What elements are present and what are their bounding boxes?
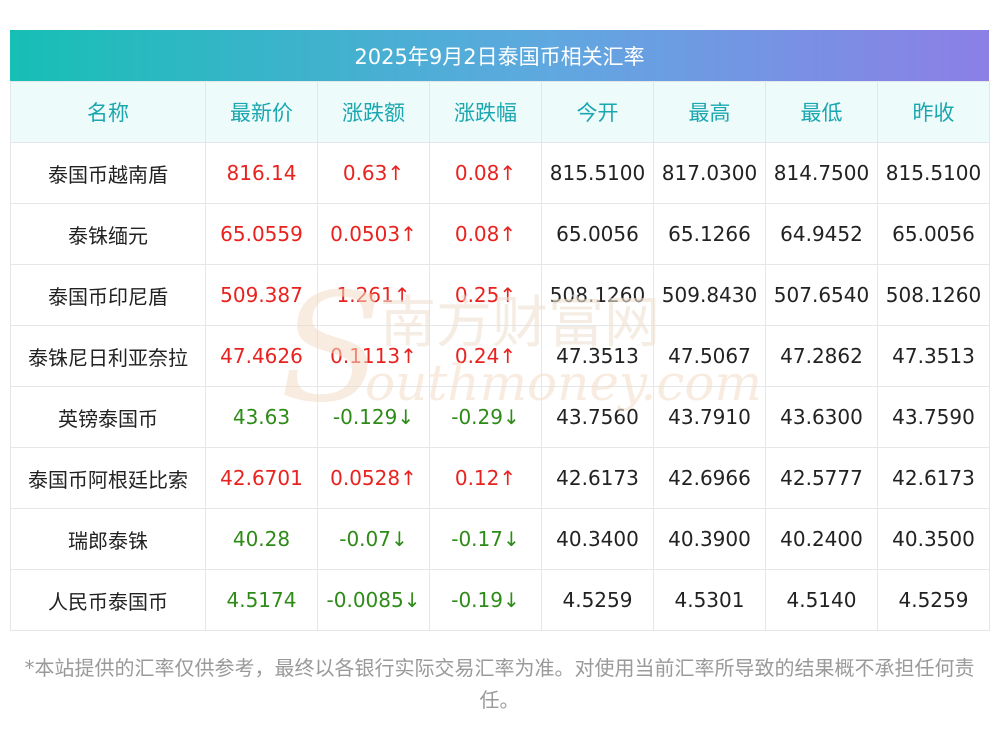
column-header-high: 最高 [653, 81, 766, 143]
cell-change: -0.129↓ [317, 386, 430, 448]
cell-low: 814.7500 [765, 142, 878, 204]
cell-open: 65.0056 [541, 203, 654, 265]
cell-pct: -0.19↓ [429, 569, 542, 631]
column-header-low: 最低 [765, 81, 878, 143]
cell-latest: 47.4626 [205, 325, 318, 387]
cell-low: 47.2862 [765, 325, 878, 387]
cell-high: 509.8430 [653, 264, 766, 326]
table-row: 泰铢尼日利亚奈拉 47.4626 0.1113↑ 0.24↑ 47.3513 47.506… [10, 325, 990, 387]
cell-name: 瑞郎泰铢 [10, 508, 206, 570]
cell-prev: 43.7590 [877, 386, 990, 448]
cell-prev: 65.0056 [877, 203, 990, 265]
cell-latest: 40.28 [205, 508, 318, 570]
cell-name: 泰铢缅元 [10, 203, 206, 265]
cell-pct: 0.25↑ [429, 264, 542, 326]
column-header-open: 今开 [541, 81, 654, 143]
cell-open: 815.5100 [541, 142, 654, 204]
cell-name: 人民币泰国币 [10, 569, 206, 631]
cell-latest: 509.387 [205, 264, 318, 326]
cell-change: -0.07↓ [317, 508, 430, 570]
table-row: 人民币泰国币 4.5174 -0.0085↓ -0.19↓ 4.5259 4.5301 4.… [10, 569, 990, 631]
cell-prev: 4.5259 [877, 569, 990, 631]
cell-prev: 815.5100 [877, 142, 990, 204]
cell-low: 43.6300 [765, 386, 878, 448]
column-header-name: 名称 [10, 81, 206, 143]
cell-name: 泰国币阿根廷比索 [10, 447, 206, 509]
cell-low: 4.5140 [765, 569, 878, 631]
table-row: 泰国币印尼盾 509.387 1.261↑ 0.25↑ 508.1260 509.8430… [10, 264, 990, 326]
cell-change: 1.261↑ [317, 264, 430, 326]
table-row: 泰国币阿根廷比索 42.6701 0.0528↑ 0.12↑ 42.6173 42.696… [10, 447, 990, 509]
cell-prev: 42.6173 [877, 447, 990, 509]
cell-high: 47.5067 [653, 325, 766, 387]
cell-change: 0.0528↑ [317, 447, 430, 509]
rate-table-container: 2025年9月2日泰国币相关汇率 名称 最新价 涨跌额 涨跌幅 今开 最高 最低… [10, 30, 990, 631]
cell-latest: 4.5174 [205, 569, 318, 631]
column-header-prev: 昨收 [877, 81, 990, 143]
cell-pct: 0.12↑ [429, 447, 542, 509]
column-header-change: 涨跌额 [317, 81, 430, 143]
cell-high: 4.5301 [653, 569, 766, 631]
cell-low: 40.2400 [765, 508, 878, 570]
cell-open: 42.6173 [541, 447, 654, 509]
cell-prev: 40.3500 [877, 508, 990, 570]
cell-change: -0.0085↓ [317, 569, 430, 631]
cell-latest: 43.63 [205, 386, 318, 448]
cell-name: 泰国币印尼盾 [10, 264, 206, 326]
cell-open: 40.3400 [541, 508, 654, 570]
cell-high: 43.7910 [653, 386, 766, 448]
cell-latest: 42.6701 [205, 447, 318, 509]
cell-pct: 0.08↑ [429, 203, 542, 265]
column-header-pct: 涨跌幅 [429, 81, 542, 143]
cell-open: 47.3513 [541, 325, 654, 387]
cell-pct: -0.17↓ [429, 508, 542, 570]
cell-high: 42.6966 [653, 447, 766, 509]
cell-pct: -0.29↓ [429, 386, 542, 448]
cell-pct: 0.24↑ [429, 325, 542, 387]
table-row: 泰国币越南盾 816.14 0.63↑ 0.08↑ 815.5100 817.0300 81… [10, 142, 990, 204]
cell-name: 泰国币越南盾 [10, 142, 206, 204]
cell-prev: 47.3513 [877, 325, 990, 387]
cell-high: 65.1266 [653, 203, 766, 265]
cell-latest: 816.14 [205, 142, 318, 204]
table-title: 2025年9月2日泰国币相关汇率 [10, 30, 989, 81]
cell-low: 42.5777 [765, 447, 878, 509]
cell-change: 0.1113↑ [317, 325, 430, 387]
cell-high: 817.0300 [653, 142, 766, 204]
cell-high: 40.3900 [653, 508, 766, 570]
table-row: 泰铢缅元 65.0559 0.0503↑ 0.08↑ 65.0056 65.1266 64.… [10, 203, 990, 265]
cell-low: 64.9452 [765, 203, 878, 265]
cell-prev: 508.1260 [877, 264, 990, 326]
cell-open: 4.5259 [541, 569, 654, 631]
cell-name: 泰铢尼日利亚奈拉 [10, 325, 206, 387]
rate-table: 名称 最新价 涨跌额 涨跌幅 今开 最高 最低 昨收 泰国币越南盾 816.14 0… [10, 81, 990, 631]
cell-open: 43.7560 [541, 386, 654, 448]
cell-change: 0.0503↑ [317, 203, 430, 265]
table-row: 英镑泰国币 43.63 -0.129↓ -0.29↓ 43.7560 43.7910 43.… [10, 386, 990, 448]
column-header-latest: 最新价 [205, 81, 318, 143]
table-row: 瑞郎泰铢 40.28 -0.07↓ -0.17↓ 40.3400 40.3900 40.24… [10, 508, 990, 570]
cell-open: 508.1260 [541, 264, 654, 326]
cell-low: 507.6540 [765, 264, 878, 326]
cell-pct: 0.08↑ [429, 142, 542, 204]
cell-change: 0.63↑ [317, 142, 430, 204]
disclaimer-note: *本站提供的汇率仅供参考，最终以各银行实际交易汇率为准。对使用当前汇率所导致的结… [24, 656, 975, 712]
table-header-row: 名称 最新价 涨跌额 涨跌幅 今开 最高 最低 昨收 [10, 81, 990, 143]
cell-latest: 65.0559 [205, 203, 318, 265]
cell-name: 英镑泰国币 [10, 386, 206, 448]
